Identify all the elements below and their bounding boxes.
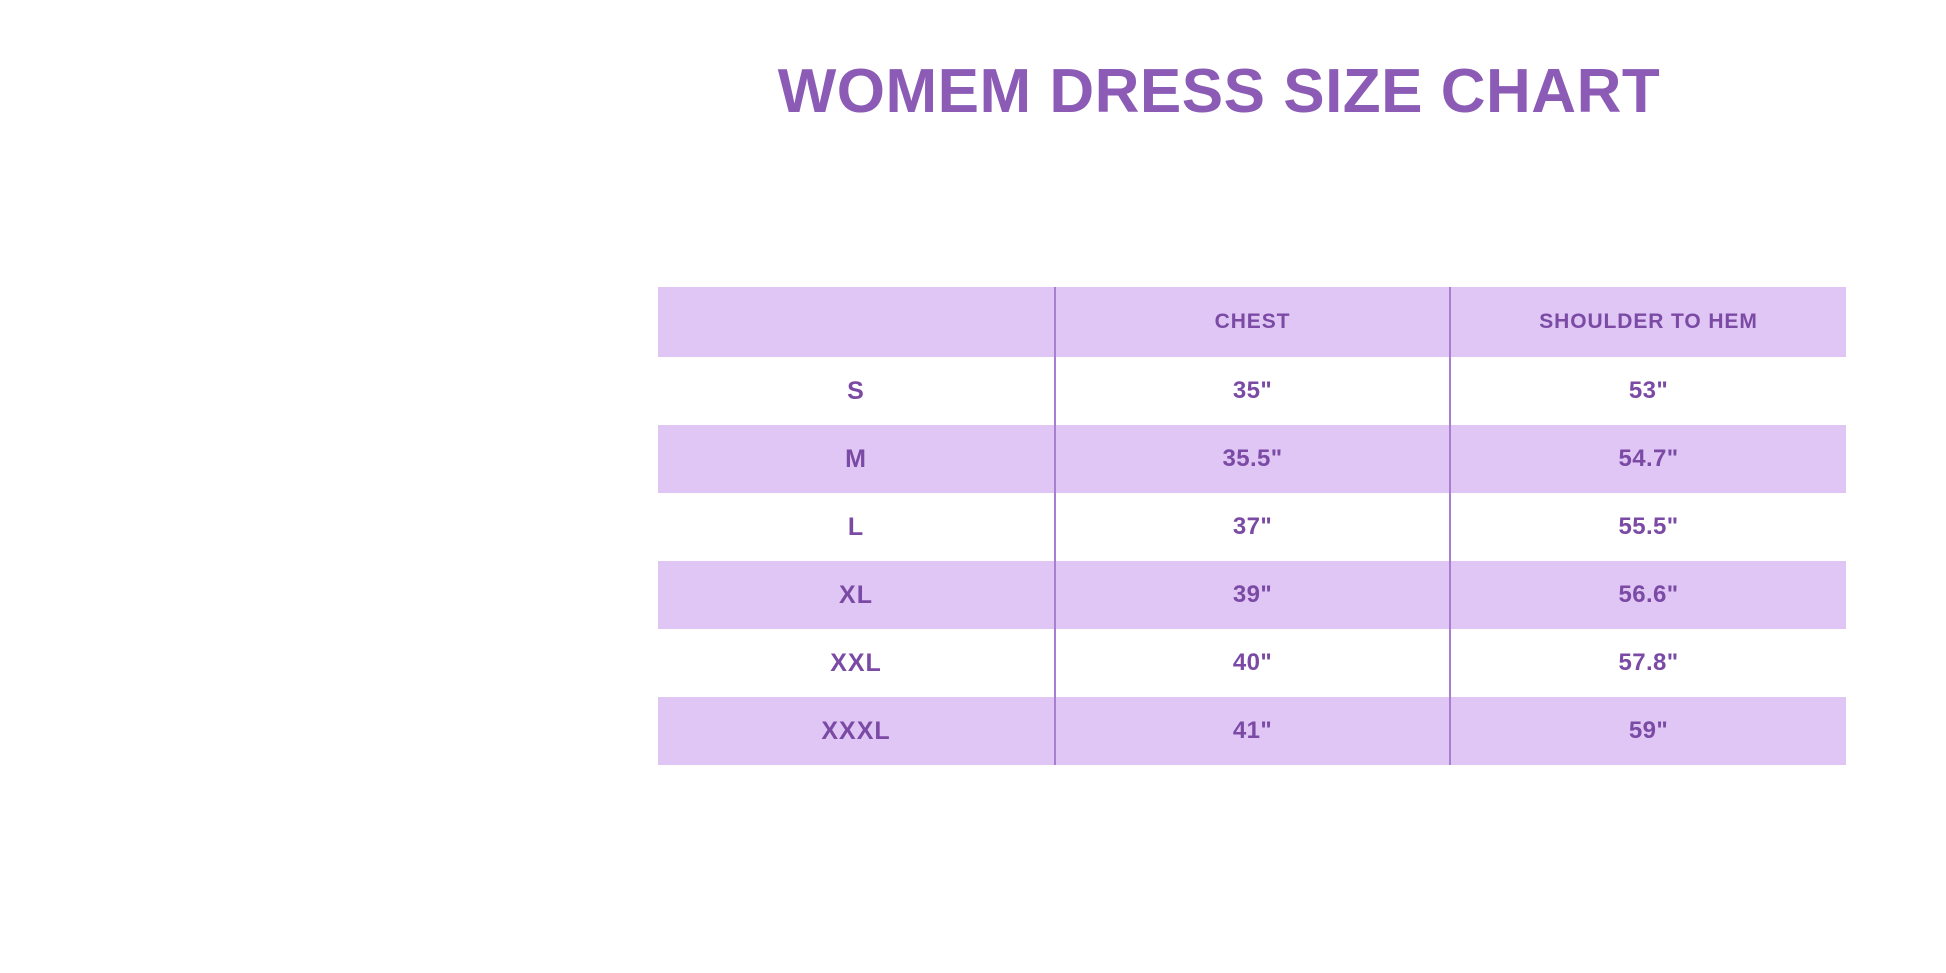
cell-shoulder-to-hem: 54.7" bbox=[1449, 425, 1846, 493]
cell-chest: 40" bbox=[1054, 629, 1450, 697]
size-chart-table: CHEST SHOULDER TO HEM S 35" 53" M 35.5" … bbox=[658, 287, 1846, 765]
cell-shoulder-to-hem: 56.6" bbox=[1449, 561, 1846, 629]
table-row: XXL 40" 57.8" bbox=[658, 629, 1846, 697]
column-header-chest: CHEST bbox=[1054, 287, 1450, 357]
cell-size: L bbox=[658, 493, 1055, 561]
column-header-size bbox=[658, 287, 1055, 357]
cell-size: XXL bbox=[658, 629, 1055, 697]
cell-chest: 41" bbox=[1054, 697, 1450, 765]
cell-size: XXXL bbox=[658, 697, 1055, 765]
cell-shoulder-to-hem: 59" bbox=[1449, 697, 1846, 765]
cell-shoulder-to-hem: 55.5" bbox=[1449, 493, 1846, 561]
cell-size: S bbox=[658, 357, 1055, 425]
table-row: L 37" 55.5" bbox=[658, 493, 1846, 561]
cell-chest: 35.5" bbox=[1054, 425, 1450, 493]
table-row: S 35" 53" bbox=[658, 357, 1846, 425]
table-row: XL 39" 56.6" bbox=[658, 561, 1846, 629]
cell-size: M bbox=[658, 425, 1055, 493]
table-body: S 35" 53" M 35.5" 54.7" L 37" 55.5" XL 3… bbox=[658, 357, 1846, 765]
cell-chest: 37" bbox=[1054, 493, 1450, 561]
cell-shoulder-to-hem: 57.8" bbox=[1449, 629, 1846, 697]
table-row: M 35.5" 54.7" bbox=[658, 425, 1846, 493]
cell-chest: 35" bbox=[1054, 357, 1450, 425]
page-title: WOMEM DRESS SIZE CHART bbox=[777, 57, 1661, 126]
column-header-shoulder-to-hem: SHOULDER TO HEM bbox=[1449, 287, 1846, 357]
table-header: CHEST SHOULDER TO HEM bbox=[658, 287, 1846, 357]
cell-size: XL bbox=[658, 561, 1055, 629]
cell-shoulder-to-hem: 53" bbox=[1449, 357, 1846, 425]
table-row: XXXL 41" 59" bbox=[658, 697, 1846, 765]
table-header-row: CHEST SHOULDER TO HEM bbox=[658, 287, 1846, 357]
cell-chest: 39" bbox=[1054, 561, 1450, 629]
